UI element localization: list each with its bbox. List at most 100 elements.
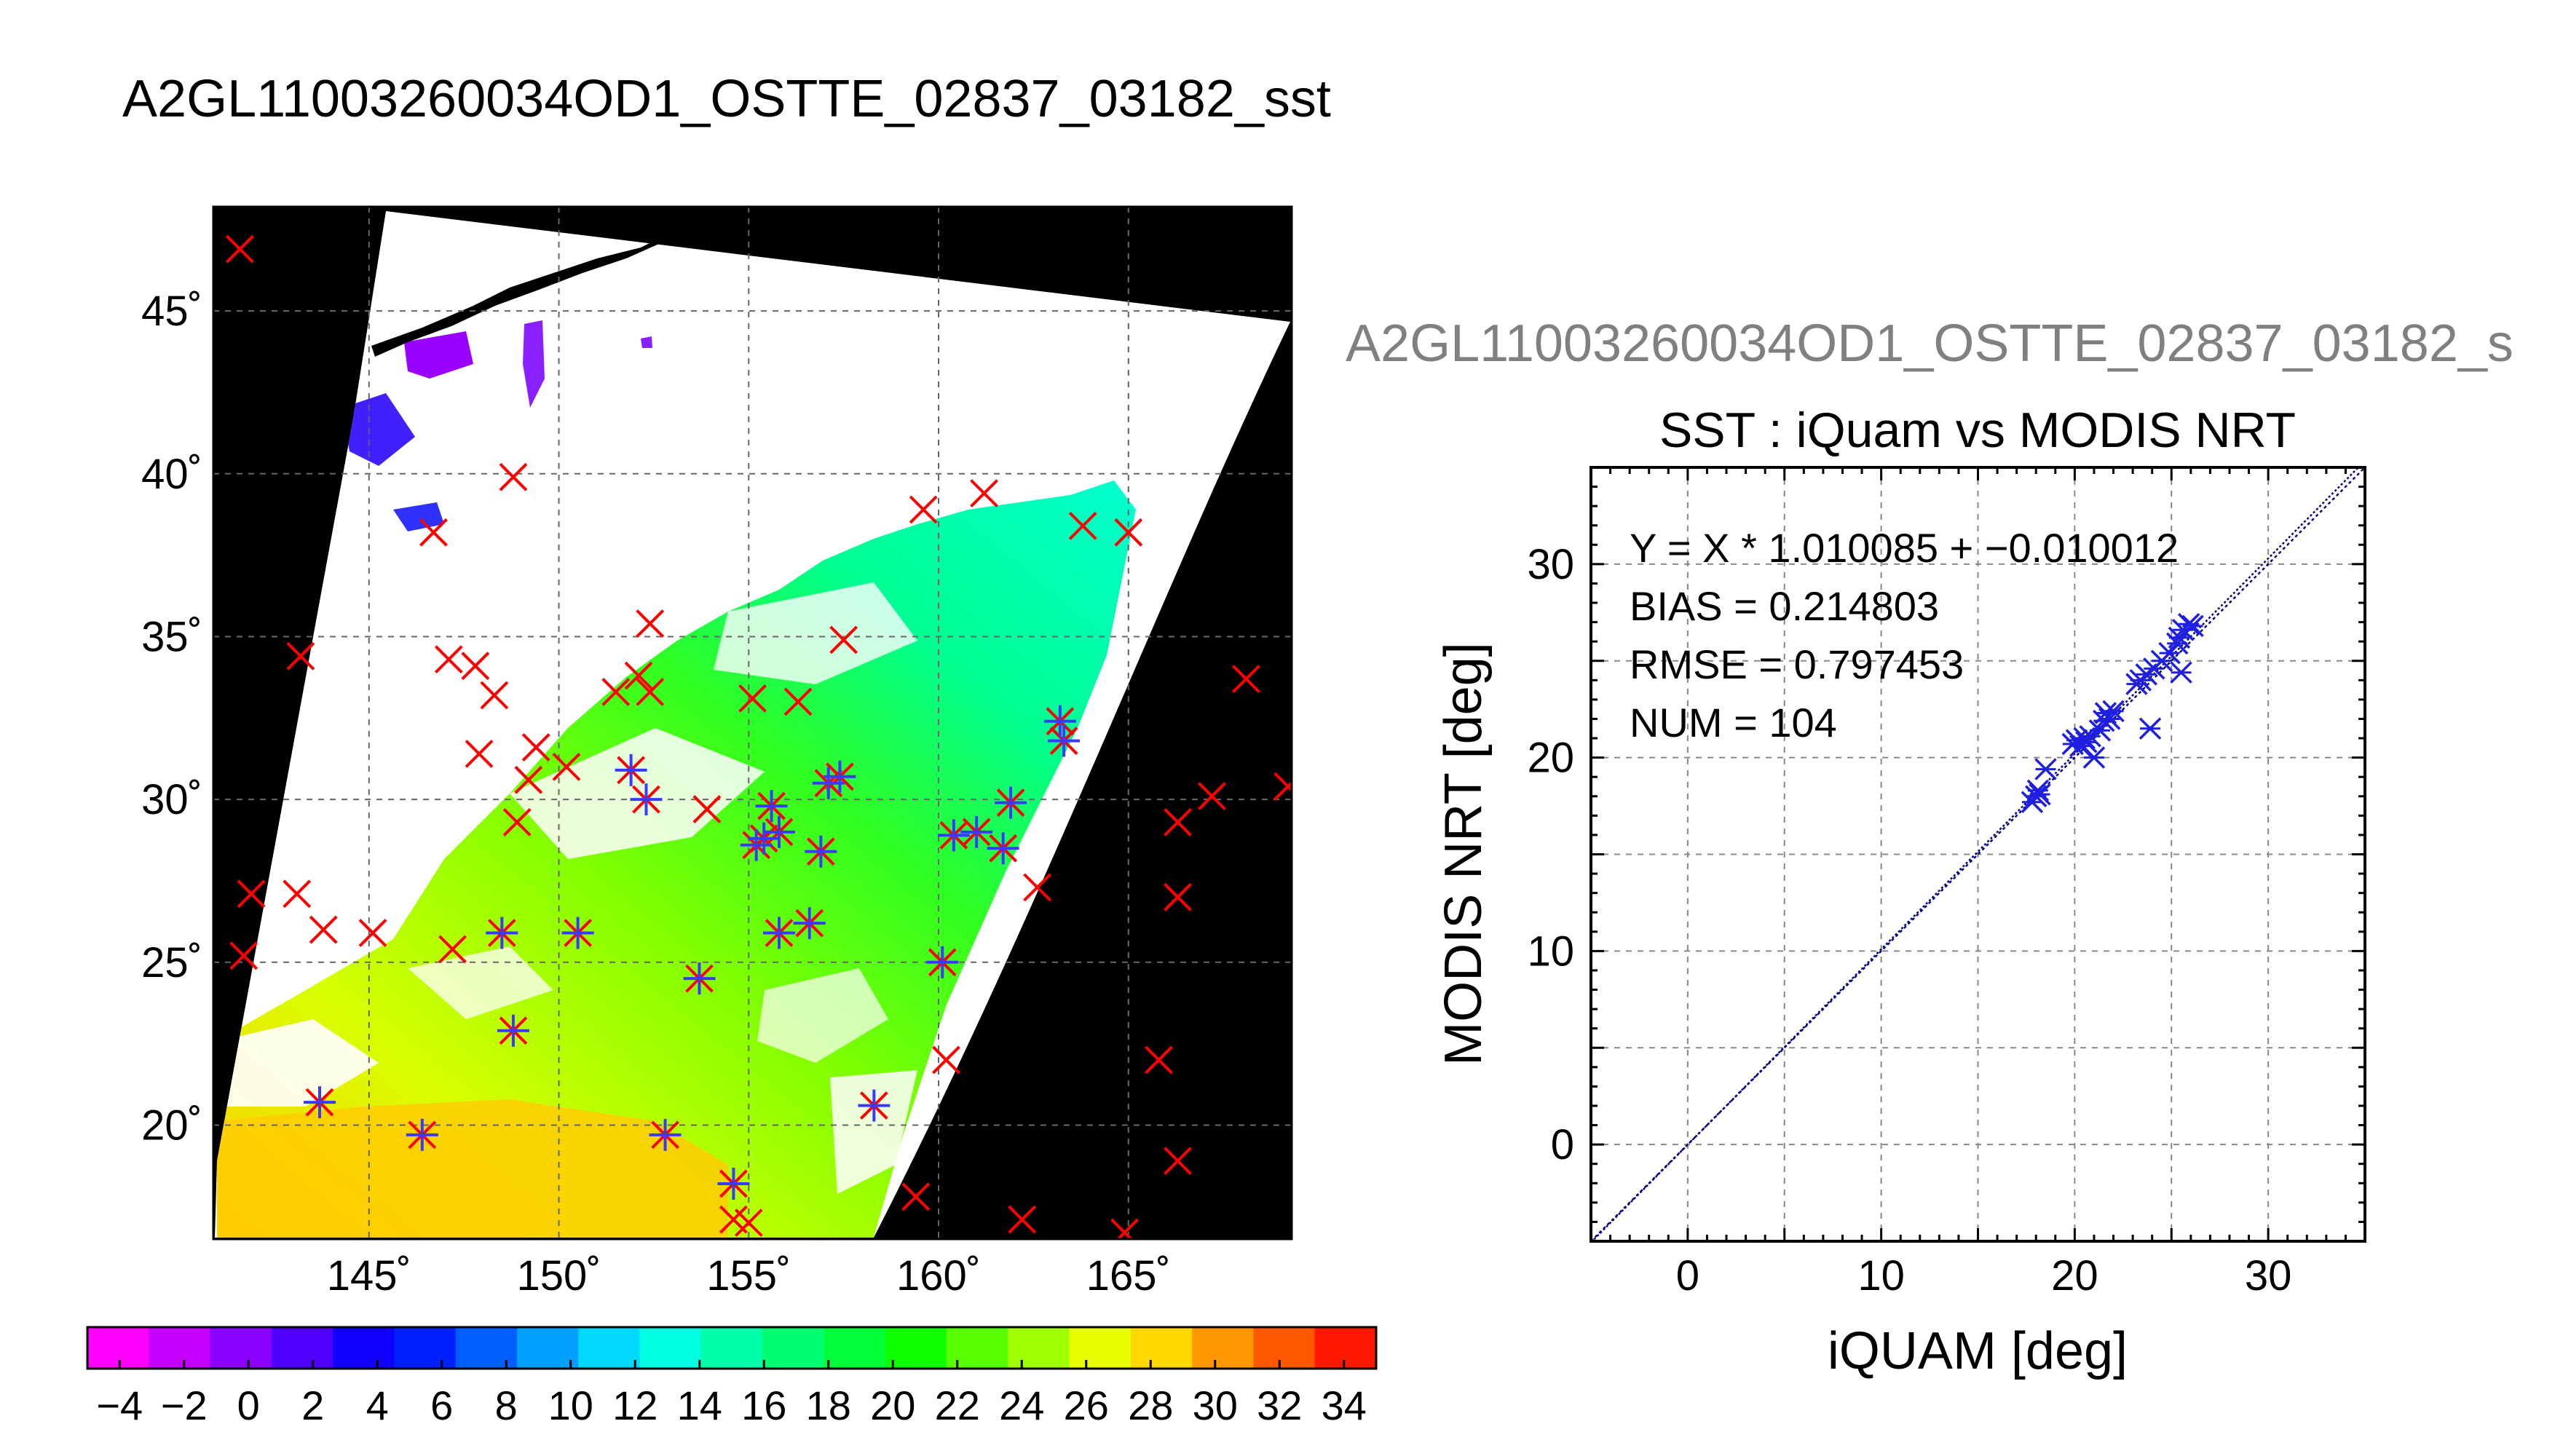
colorbar-frame <box>86 1326 1378 1370</box>
in-situ-marker <box>932 1045 960 1075</box>
colorbar-cell <box>947 1327 1009 1369</box>
matched-marker <box>1043 705 1076 737</box>
matched-marker <box>717 1167 750 1200</box>
colorbar-label: 12 <box>612 1382 657 1428</box>
longitude-label: 150˚ <box>516 1252 601 1299</box>
matched-marker <box>937 819 970 852</box>
cold-sst-patch <box>393 502 444 531</box>
colorbar-label: 22 <box>935 1382 980 1428</box>
colorbar-label: 0 <box>237 1382 260 1428</box>
colorbar-labels: −4 −2 0 2 4 6 8 10 12 14 16 18 20 22 24 26 28 30 32 34 <box>96 1360 1367 1428</box>
latitude-label: 25˚ <box>141 939 202 986</box>
colorbar-label: 6 <box>430 1382 453 1428</box>
matched-marker <box>683 962 716 995</box>
in-situ-marker <box>465 740 494 768</box>
in-situ-marker <box>1198 782 1226 811</box>
scatter-ticks <box>1590 466 2366 1243</box>
matched-marker <box>304 1086 336 1119</box>
latitude-label: 45˚ <box>141 288 202 335</box>
latitude-label: 40˚ <box>141 451 202 498</box>
colorbar-cells <box>87 1327 1377 1369</box>
cold-sst-patch <box>404 331 473 379</box>
main-title: A2GL11003260034OD1_OSTTE_02837_03182_sst <box>122 70 1331 128</box>
colorbar-label: 20 <box>870 1382 915 1428</box>
scatter-points <box>2021 613 2204 813</box>
latitude-label: 35˚ <box>141 613 202 660</box>
matched-marker <box>793 907 826 940</box>
colorbar-cell <box>1253 1327 1316 1369</box>
in-situ-marker <box>1114 518 1143 547</box>
scatter-title: SST : iQuam vs MODIS NRT <box>1659 403 2296 458</box>
in-situ-marker <box>624 661 653 690</box>
colorbar-label: −2 <box>161 1382 208 1428</box>
matched-markers <box>304 705 1081 1200</box>
in-situ-marker <box>226 234 254 264</box>
in-situ-marker <box>1068 511 1097 540</box>
cloud-patch <box>218 1019 379 1107</box>
x-tick-label: 0 <box>1676 1252 1699 1299</box>
colorbar-cell <box>517 1327 580 1369</box>
in-situ-marker <box>358 919 387 947</box>
cold-sst-patch <box>523 320 545 408</box>
matched-marker <box>486 917 518 949</box>
in-situ-marker <box>901 1182 931 1211</box>
cloud-patch <box>510 728 765 859</box>
colorbar-cell <box>824 1327 886 1369</box>
in-situ-marker <box>738 684 767 713</box>
colorbar-cell <box>885 1327 947 1369</box>
stats-fit-equation: Y = X * 1.010085 + −0.010012 <box>1630 525 2179 571</box>
colorbar-label: 10 <box>548 1382 593 1428</box>
scatter-point <box>2102 700 2125 723</box>
matched-marker <box>748 822 781 855</box>
longitude-label: 155˚ <box>706 1252 791 1299</box>
longitude-label: 165˚ <box>1086 1252 1171 1299</box>
colorbar-label: 34 <box>1322 1382 1367 1428</box>
colorbar-label: 14 <box>677 1382 722 1428</box>
longitude-label: 160˚ <box>896 1252 981 1299</box>
coastline-strip <box>371 237 663 357</box>
in-situ-marker <box>286 641 315 670</box>
scatter-point <box>2158 641 2181 665</box>
in-situ-marker <box>480 681 509 710</box>
scatter-x-label: iQUAM [deg] <box>1828 1322 2128 1380</box>
colorbar-cell <box>1008 1327 1070 1369</box>
secondary-title: A2GL11003260034OD1_OSTTE_02837_03182_s <box>1346 314 2513 373</box>
in-situ-marker <box>552 752 581 781</box>
colorbar-label: 32 <box>1257 1382 1302 1428</box>
colorbar-label: 16 <box>741 1382 786 1428</box>
colorbar-cell <box>394 1327 457 1369</box>
in-situ-marker <box>1164 1147 1192 1176</box>
colorbar-label: 4 <box>366 1382 389 1428</box>
colorbar-cell <box>700 1327 764 1369</box>
in-situ-marker <box>434 645 463 674</box>
colorbar-cell <box>1069 1327 1132 1369</box>
in-situ-marker <box>636 609 665 638</box>
y-tick-label: 0 <box>1551 1121 1574 1168</box>
x-tick-label: 10 <box>1857 1252 1905 1299</box>
colorbar-label: −4 <box>96 1382 143 1428</box>
matched-marker <box>630 783 663 816</box>
colorbar-label: 28 <box>1128 1382 1173 1428</box>
in-situ-marker <box>601 678 631 706</box>
one-to-one-line <box>1591 467 2365 1241</box>
matched-marker <box>858 1089 891 1122</box>
longitude-label: 145˚ <box>327 1252 411 1299</box>
map-frame <box>212 205 1293 1241</box>
colorbar-label: 2 <box>301 1382 324 1428</box>
in-situ-marker <box>1164 882 1192 911</box>
colorbar-label: 8 <box>495 1382 518 1428</box>
colorbar-cell <box>578 1327 641 1369</box>
cloud-patch <box>830 1070 917 1194</box>
in-situ-marker <box>1023 873 1052 902</box>
sst-field <box>217 480 1136 1238</box>
scatter-point <box>2082 746 2106 769</box>
in-situ-marker <box>461 652 490 681</box>
matched-marker <box>926 946 959 978</box>
cloud-patch <box>408 946 553 1019</box>
in-situ-marker <box>237 879 266 909</box>
cloud-patch <box>757 968 888 1063</box>
cold-sst-patch <box>641 336 652 348</box>
colorbar-cell <box>87 1327 150 1369</box>
in-situ-marker <box>1232 665 1260 694</box>
